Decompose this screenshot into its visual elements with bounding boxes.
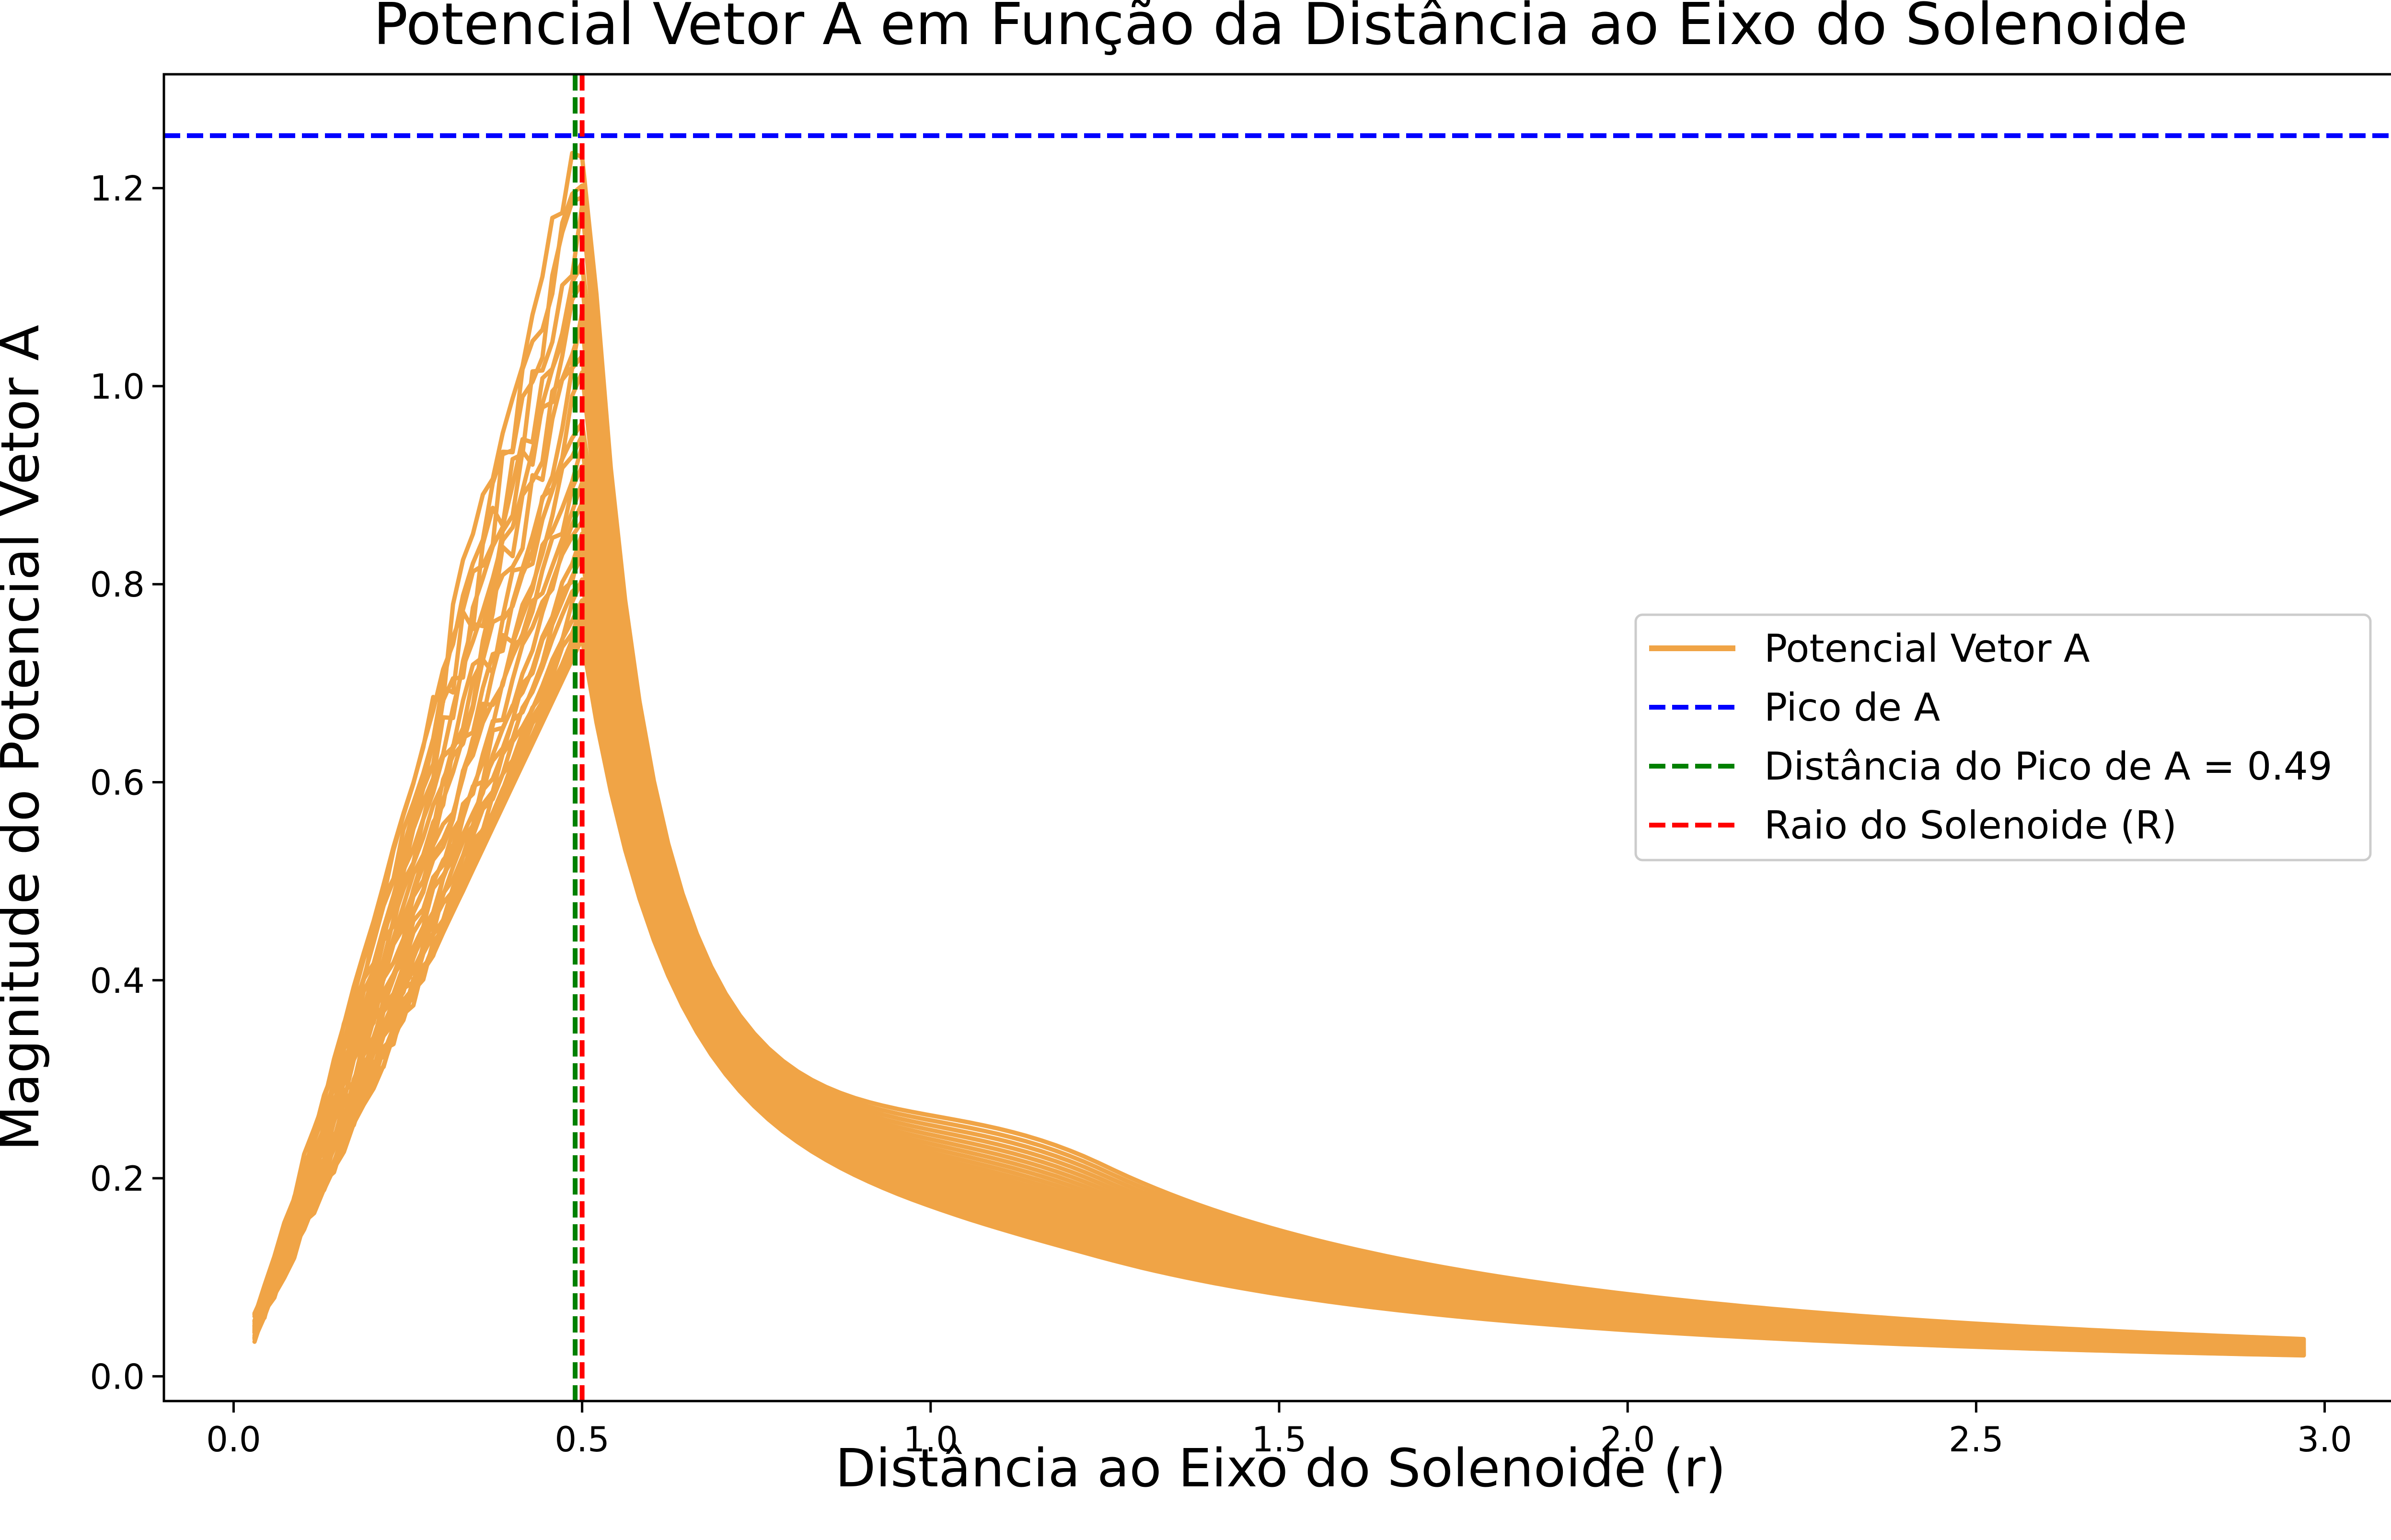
plot-area <box>252 150 2306 1358</box>
y-axis-label: Magnitude do Potencial Vetor A <box>0 325 51 1151</box>
legend-box <box>1634 613 2372 862</box>
y-tick-label: 0.4 <box>90 961 145 1001</box>
x-tick-label: 1.0 <box>903 1419 959 1460</box>
y-axis: 0.0 0.2 0.4 0.6 0.8 1.0 1.2 <box>90 169 164 1397</box>
legend: Potencial Vetor A Pico de A Distância do P… <box>1634 613 2372 862</box>
y-tick-label: 1.2 <box>90 169 145 209</box>
x-tick-label: 2.5 <box>1949 1419 2004 1460</box>
potential-curve <box>252 150 2306 1342</box>
legend-entry-label: Pico de A <box>1764 685 1941 730</box>
y-tick-label: 0.8 <box>90 564 145 605</box>
y-tick-label: 0.6 <box>90 762 145 803</box>
legend-entry-label: Potencial Vetor A <box>1764 626 2090 671</box>
reference-lines <box>164 74 2391 1401</box>
x-tick-label: 0.5 <box>554 1419 610 1460</box>
x-axis: 0.0 0.5 1.0 1.5 2.0 2.5 3.0 <box>206 1401 2352 1460</box>
y-tick-label: 1.0 <box>90 367 145 407</box>
legend-entry-label: Distância do Pico de A = 0.49 <box>1764 744 2333 789</box>
x-tick-label: 0.0 <box>206 1419 261 1460</box>
legend-entry-label: Raio do Solenoide (R) <box>1764 803 2177 848</box>
chart-title: Potencial Vetor A em Função da Distância… <box>373 0 2188 58</box>
y-tick-label: 0.2 <box>90 1159 145 1199</box>
x-tick-label: 3.0 <box>2297 1419 2352 1460</box>
x-axis-label: Distância ao Eixo do Solenoide (r) <box>835 1437 1726 1499</box>
x-tick-label: 1.5 <box>1252 1419 1307 1460</box>
x-tick-label: 2.0 <box>1600 1419 1655 1460</box>
y-tick-label: 0.0 <box>90 1356 145 1397</box>
